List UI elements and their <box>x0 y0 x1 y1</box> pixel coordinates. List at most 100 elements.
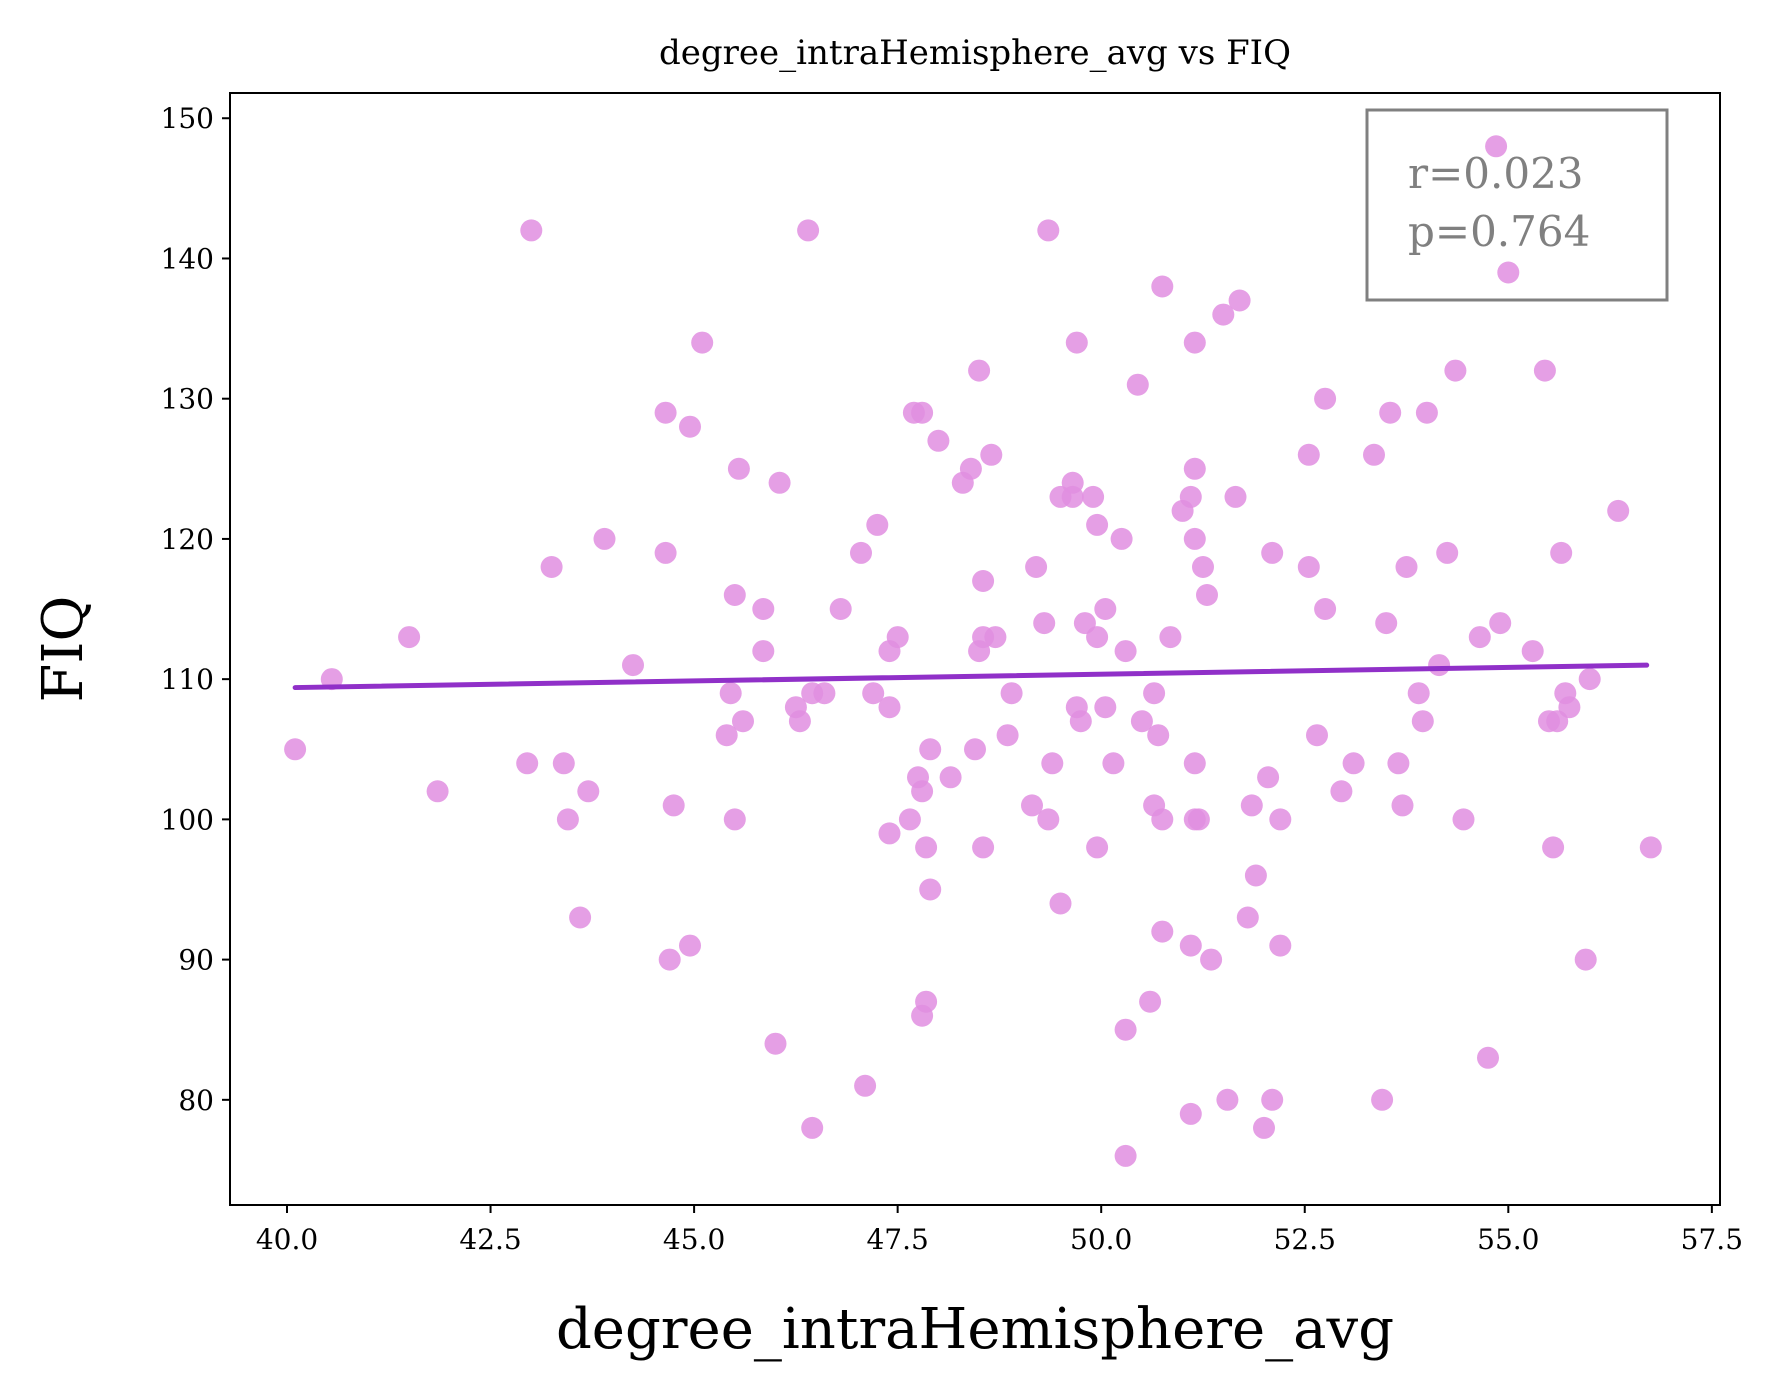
data-point-74 <box>1041 752 1064 775</box>
data-point-164 <box>1574 948 1597 971</box>
data-point-150 <box>1452 808 1475 831</box>
data-point-66 <box>984 626 1007 649</box>
data-point-117 <box>1212 303 1235 326</box>
data-point-71 <box>1033 612 1056 635</box>
plot-area-frame <box>229 92 1721 1206</box>
data-point-165 <box>1578 668 1601 691</box>
data-point-92 <box>1114 1018 1137 1041</box>
stats-box <box>1365 108 1669 302</box>
data-point-39 <box>862 682 885 705</box>
data-point-94 <box>1126 373 1149 396</box>
data-point-83 <box>1082 485 1105 508</box>
x-tick-label: 57.5 <box>1681 1223 1743 1256</box>
data-point-130 <box>1297 443 1320 466</box>
data-point-103 <box>1159 626 1182 649</box>
data-point-34 <box>801 1116 824 1139</box>
data-point-28 <box>764 1032 787 1055</box>
regression-layer <box>292 662 1650 691</box>
data-point-156 <box>1521 640 1544 663</box>
data-point-90 <box>1110 527 1133 550</box>
data-point-18 <box>679 415 701 438</box>
data-point-93 <box>1114 1144 1137 1167</box>
data-point-29 <box>768 471 791 494</box>
x-tick-label: 45.0 <box>663 1223 725 1256</box>
data-point-31 <box>788 710 811 733</box>
data-points <box>284 135 1662 1167</box>
data-point-100 <box>1151 275 1174 298</box>
data-point-2 <box>398 626 421 649</box>
data-point-48 <box>911 780 934 803</box>
x-tick-label: 47.5 <box>866 1223 928 1256</box>
data-point-85 <box>1086 626 1109 649</box>
data-point-153 <box>1485 135 1508 158</box>
data-point-96 <box>1139 990 1162 1013</box>
x-tick-label: 55.0 <box>1477 1223 1539 1256</box>
y-tick-label: 150 <box>161 102 214 135</box>
data-point-58 <box>959 457 982 480</box>
data-point-51 <box>915 836 938 859</box>
data-point-13 <box>654 401 677 424</box>
data-point-0 <box>284 738 307 761</box>
data-point-91 <box>1114 640 1137 663</box>
data-point-6 <box>540 556 563 578</box>
stats-annotation: r=0.023 p=0.764 <box>1365 108 1669 302</box>
data-point-69 <box>1021 794 1043 817</box>
data-point-79 <box>1065 331 1088 354</box>
p-value-label: p=0.764 <box>1408 207 1590 256</box>
y-axis-ticks: 80 90 100 110 120 130 140 150 <box>161 102 230 1117</box>
y-tick-label: 140 <box>161 242 214 275</box>
data-point-12 <box>622 654 644 677</box>
data-point-38 <box>854 1074 877 1097</box>
data-point-11 <box>593 527 616 550</box>
data-point-161 <box>1550 541 1573 564</box>
data-point-139 <box>1375 612 1398 635</box>
data-point-53 <box>919 738 942 761</box>
y-tick-label: 100 <box>161 803 214 836</box>
data-point-55 <box>927 429 950 452</box>
data-point-105 <box>1179 1102 1202 1125</box>
data-point-108 <box>1183 331 1206 354</box>
data-point-129 <box>1269 934 1292 957</box>
data-point-35 <box>813 682 836 705</box>
data-point-145 <box>1411 710 1434 733</box>
data-point-111 <box>1183 752 1206 775</box>
data-point-87 <box>1094 598 1117 620</box>
data-point-126 <box>1261 1088 1284 1111</box>
data-point-36 <box>829 598 852 620</box>
data-point-62 <box>972 570 995 592</box>
x-tick-label: 40.0 <box>256 1223 318 1256</box>
data-point-149 <box>1444 359 1467 382</box>
data-point-118 <box>1216 1088 1239 1111</box>
data-point-65 <box>980 443 1003 466</box>
x-axis-ticks: 40.0 42.5 45.0 47.5 50.0 52.5 55.0 57.5 <box>256 1205 1743 1256</box>
data-point-78 <box>1061 485 1084 508</box>
data-point-23 <box>723 808 746 831</box>
data-point-49 <box>911 401 934 424</box>
data-point-40 <box>866 513 889 536</box>
data-point-10 <box>577 780 600 803</box>
data-point-116 <box>1200 948 1223 971</box>
data-point-159 <box>1542 836 1565 859</box>
data-point-76 <box>1049 892 1072 915</box>
data-point-70 <box>1025 556 1048 578</box>
data-point-163 <box>1558 696 1581 719</box>
data-point-86 <box>1086 836 1109 859</box>
data-point-123 <box>1244 864 1267 887</box>
data-point-21 <box>719 682 742 705</box>
data-point-95 <box>1130 710 1153 733</box>
data-point-143 <box>1395 556 1418 578</box>
data-point-15 <box>658 948 681 971</box>
data-point-89 <box>1102 752 1125 775</box>
data-point-72 <box>1037 808 1060 831</box>
data-point-68 <box>1000 682 1023 705</box>
data-point-84 <box>1086 513 1109 536</box>
data-point-43 <box>878 822 901 845</box>
y-axis-title: FIQ <box>31 596 96 703</box>
data-point-25 <box>732 710 754 733</box>
y-tick-label: 110 <box>161 663 214 696</box>
data-point-132 <box>1306 724 1328 747</box>
data-point-134 <box>1314 598 1337 620</box>
data-point-99 <box>1147 724 1170 747</box>
data-point-142 <box>1391 794 1414 817</box>
